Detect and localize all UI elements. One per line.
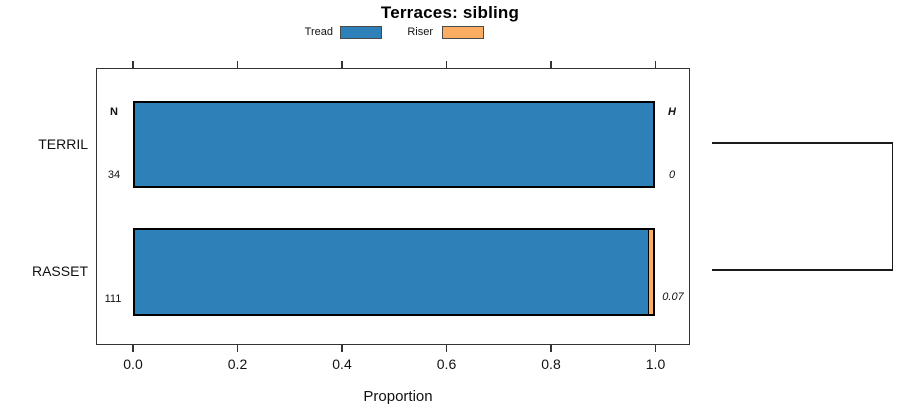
dendrogram-join bbox=[891, 142, 893, 271]
h-column-header: H bbox=[668, 106, 676, 118]
x-tick-bottom bbox=[341, 345, 343, 352]
h-value-rasset: 0.07 bbox=[662, 291, 684, 303]
legend-label-tread: Tread bbox=[304, 26, 333, 38]
x-tick-bottom bbox=[654, 345, 657, 352]
x-tick-top bbox=[445, 61, 448, 68]
bar-rasset-riser-segment bbox=[648, 230, 653, 314]
x-axis-title: Proportion bbox=[363, 388, 433, 405]
h-value-terril: 0 bbox=[668, 169, 676, 181]
x-tick-top bbox=[654, 61, 657, 68]
x-tick-top bbox=[341, 61, 343, 68]
x-tick-bottom bbox=[550, 345, 552, 352]
legend-swatch-riser-icon bbox=[442, 26, 484, 39]
chart-title: Terraces: sibling bbox=[380, 3, 520, 22]
x-tick-label: 0.4 bbox=[332, 356, 352, 372]
legend-label-riser: Riser bbox=[407, 26, 433, 38]
x-tick-label: 0.8 bbox=[541, 356, 561, 372]
x-tick-bottom bbox=[445, 345, 448, 352]
row-label-rasset: RASSET bbox=[31, 263, 88, 279]
x-tick-top bbox=[550, 61, 552, 68]
x-tick-bottom bbox=[236, 345, 239, 352]
x-tick-label: 0.6 bbox=[436, 356, 457, 372]
n-column-header: N bbox=[110, 106, 118, 118]
bar-rasset bbox=[133, 228, 655, 316]
x-tick-label: 0.2 bbox=[227, 356, 248, 372]
x-tick-top bbox=[236, 61, 239, 68]
dendrogram-branch-bottom bbox=[712, 269, 893, 271]
dendrogram-branch-top bbox=[712, 142, 893, 144]
row-label-terril: TERRIL bbox=[38, 136, 88, 152]
n-value-terril: 34 bbox=[107, 169, 121, 181]
bar-terril bbox=[133, 101, 655, 188]
x-tick-label: 1.0 bbox=[645, 356, 666, 372]
x-tick-label: 0.0 bbox=[123, 356, 143, 372]
n-value-rasset: 111 bbox=[104, 293, 122, 305]
x-tick-bottom bbox=[132, 345, 134, 352]
x-tick-top bbox=[132, 61, 134, 68]
legend-swatch-tread-icon bbox=[340, 26, 382, 39]
